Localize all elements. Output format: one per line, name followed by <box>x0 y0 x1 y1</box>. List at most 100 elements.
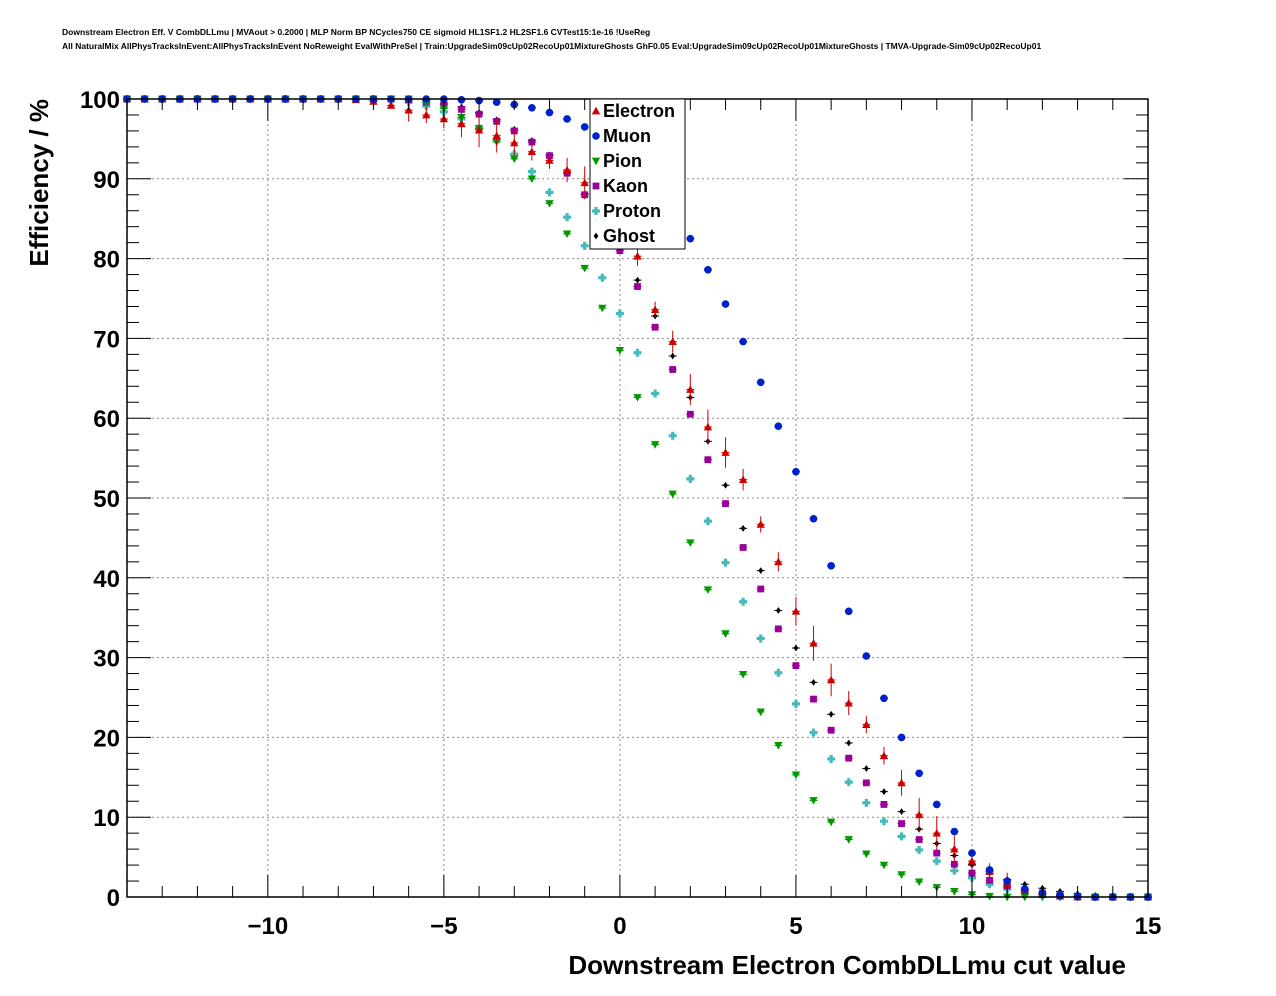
data-point-proton <box>527 167 536 176</box>
data-point-proton <box>545 188 554 197</box>
data-point-kaon <box>862 779 870 787</box>
data-point-pion <box>774 742 783 750</box>
data-point-proton <box>809 728 818 737</box>
data-point-muon <box>545 108 554 117</box>
data-point-electron <box>721 448 730 456</box>
data-point-proton <box>563 213 572 222</box>
y-tick-label: 20 <box>93 725 120 752</box>
data-point-proton <box>580 241 589 250</box>
data-point-kaon <box>880 801 888 808</box>
data-point-muon <box>721 300 730 308</box>
data-point-pion <box>844 836 853 844</box>
y-tick-label: 90 <box>93 167 120 194</box>
y-tick-label: 100 <box>80 87 120 114</box>
legend-label-kaon: Kaon <box>603 176 648 196</box>
data-point-electron <box>633 252 642 260</box>
y-tick-label: 40 <box>93 566 120 593</box>
data-point-kaon <box>950 860 958 868</box>
data-point-electron <box>474 125 484 134</box>
legend-label-pion: Pion <box>603 151 642 171</box>
y-tick-label: 70 <box>93 326 120 353</box>
data-point-kaon <box>704 456 712 464</box>
data-point-proton <box>615 309 624 318</box>
data-point-ghost <box>811 678 816 686</box>
data-point-electron <box>914 810 924 819</box>
data-point-electron <box>879 751 889 760</box>
legend-marker-muon <box>592 132 600 140</box>
y-tick-label: 30 <box>93 646 120 673</box>
data-point-electron <box>422 110 431 119</box>
data-point-kaon <box>792 662 800 669</box>
x-tick-label: 0 <box>613 913 626 940</box>
data-point-electron <box>738 475 748 484</box>
data-point-ghost <box>670 352 676 360</box>
y-tick-label: 50 <box>93 486 120 513</box>
legend-entry-ghost: Ghost <box>593 226 655 246</box>
data-point-electron <box>527 147 537 156</box>
data-point-electron <box>562 165 572 174</box>
data-point-muon <box>862 652 871 660</box>
data-point-proton <box>932 857 941 866</box>
legend-entry-proton: Proton <box>592 201 661 221</box>
legend-box <box>589 98 686 250</box>
data-point-kaon <box>458 105 465 113</box>
data-point-proton <box>686 474 695 483</box>
data-point-ghost <box>758 567 764 575</box>
data-point-kaon <box>757 585 765 593</box>
data-point-muon <box>985 866 994 874</box>
data-point-kaon <box>634 283 641 290</box>
data-point-proton <box>879 817 888 826</box>
axis-ticks <box>126 98 1149 898</box>
data-point-muon <box>792 467 800 476</box>
data-point-electron <box>650 305 660 314</box>
data-point-pion <box>809 797 818 805</box>
legend-entry-muon: Muon <box>592 126 651 146</box>
y-axis-title: Efficiency / % <box>24 99 54 267</box>
data-point-muon <box>686 234 695 243</box>
data-point-muon <box>1003 877 1011 885</box>
data-point-pion <box>615 347 625 355</box>
data-point-kaon <box>774 625 782 633</box>
data-point-muon <box>844 607 853 616</box>
data-point-electron <box>862 720 871 728</box>
data-point-ghost <box>775 607 781 614</box>
data-point-muon <box>580 123 589 131</box>
chart-header-line-2: All NaturalMix AllPhysTracksInEvent:AllP… <box>62 41 1042 51</box>
data-point-kaon <box>669 366 677 373</box>
data-point-muon <box>932 800 941 809</box>
axis-tick-labels: −10 −5 0 5 10 15 0 10 20 30 40 50 60 70 80 90 100 <box>80 87 1161 940</box>
data-point-pion <box>510 155 519 164</box>
data-point-ghost <box>846 739 852 747</box>
x-axis-title: Downstream Electron CombDLLmu cut value <box>568 950 1126 980</box>
data-point-muon <box>739 337 747 346</box>
data-point-electron <box>492 131 501 140</box>
data-point-proton <box>668 431 677 440</box>
y-tick-label: 10 <box>93 805 120 832</box>
legend-entry-electron: Electron <box>591 101 675 121</box>
data-point-proton <box>897 832 906 841</box>
y-tick-label: 0 <box>107 885 120 912</box>
x-tick-label: −5 <box>430 913 457 940</box>
data-point-pion <box>914 878 924 887</box>
data-point-pion <box>668 490 677 499</box>
data-point-proton <box>739 597 748 606</box>
data-point-electron <box>703 422 713 431</box>
data-point-proton <box>598 273 607 282</box>
data-point-electron <box>826 675 836 684</box>
legend-marker-pion <box>591 157 601 166</box>
data-point-electron <box>932 828 941 837</box>
data-point-kaon <box>616 247 624 255</box>
data-point-pion <box>826 818 836 827</box>
data-point-proton <box>950 866 959 875</box>
data-point-kaon <box>686 410 694 418</box>
legend-marker-kaon <box>592 182 600 190</box>
data-point-kaon <box>915 836 923 843</box>
data-point-kaon <box>986 876 993 884</box>
x-tick-label: 10 <box>959 913 986 940</box>
data-point-proton <box>774 668 783 677</box>
data-point-pion <box>580 264 589 273</box>
x-tick-label: 15 <box>1135 913 1162 940</box>
data-point-ghost <box>899 808 904 816</box>
data-point-pion <box>791 771 801 780</box>
